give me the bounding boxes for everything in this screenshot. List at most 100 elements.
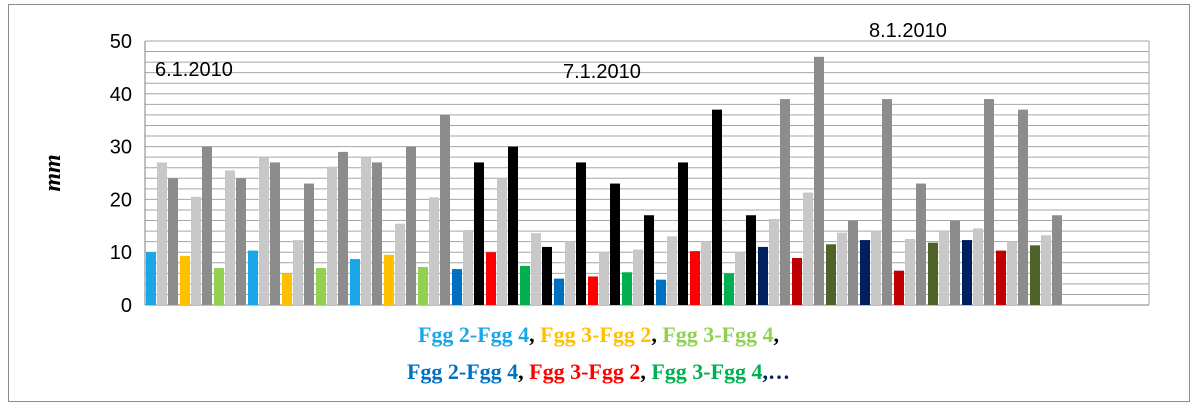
bar — [486, 252, 496, 305]
legend-entry: Fgg 3-Fgg 4 — [662, 322, 774, 347]
bar — [848, 220, 858, 305]
legend-entry: Fgg 2-Fgg 4 — [417, 322, 530, 347]
bar — [814, 56, 824, 306]
bar — [746, 215, 756, 305]
bar — [905, 239, 915, 305]
bar — [214, 268, 224, 305]
legend-separator: , — [529, 322, 541, 347]
bar — [860, 240, 870, 305]
bar — [565, 241, 575, 305]
bar — [678, 162, 688, 305]
bar — [463, 230, 473, 305]
bar — [180, 255, 190, 305]
y-axis-label: mm — [40, 154, 66, 191]
bar — [293, 240, 303, 305]
bar — [1007, 241, 1017, 305]
bar — [622, 272, 632, 305]
bar — [338, 151, 348, 305]
bar — [928, 242, 938, 305]
bar — [837, 232, 847, 305]
bar — [882, 99, 892, 305]
bar — [225, 170, 235, 305]
bars — [146, 56, 1062, 306]
bar — [803, 192, 813, 305]
bar — [372, 162, 382, 305]
bar — [667, 236, 677, 305]
bar — [452, 269, 462, 305]
bar — [950, 220, 960, 305]
legend-line-1: Fgg 2-Fgg 4, Fgg 3-Fgg 2, Fgg 3-Fgg 4, — [0, 322, 1197, 348]
bar — [735, 252, 745, 305]
bar — [508, 146, 518, 305]
bar — [769, 218, 779, 305]
y-tick-label: 10 — [110, 242, 132, 264]
legend-entry: Fgg 3-Fgg 4 — [651, 359, 763, 384]
bar — [780, 99, 790, 305]
bar — [327, 166, 337, 305]
legend-separator: , — [640, 359, 652, 384]
bar — [531, 233, 541, 305]
bar — [350, 259, 360, 305]
chart-frame — [8, 4, 1190, 402]
bar — [259, 157, 269, 305]
bar — [1052, 215, 1062, 305]
bar — [894, 270, 904, 305]
y-tick-label: 20 — [110, 189, 132, 211]
legend-line-2: Fgg 2-Fgg 4, Fgg 3-Fgg 2, Fgg 3-Fgg 4,… — [0, 359, 1197, 385]
bar — [588, 276, 598, 305]
bar — [610, 183, 620, 305]
y-tick-label: 40 — [110, 84, 132, 106]
bar — [395, 223, 405, 305]
bar — [146, 252, 156, 305]
date-annotation: 7.1.2010 — [563, 61, 641, 83]
bar — [520, 265, 530, 305]
date-annotations: 6.1.2010 7.1.2010 8.1.2010 — [155, 20, 947, 83]
bar — [712, 109, 722, 305]
bar — [429, 197, 439, 305]
bar — [497, 178, 507, 305]
bar — [236, 178, 246, 305]
bar — [656, 279, 666, 305]
bar — [1018, 109, 1028, 305]
bar — [282, 273, 292, 305]
legend-separator: , — [651, 322, 663, 347]
bar — [168, 178, 178, 305]
bar — [724, 273, 734, 305]
bar — [384, 254, 394, 305]
date-annotation: 6.1.2010 — [155, 59, 233, 81]
bar — [440, 114, 450, 305]
bar — [644, 215, 654, 305]
legend-separator: ,… — [762, 359, 791, 384]
bar — [690, 251, 700, 305]
legend-entry: Fgg 2-Fgg 4 — [406, 359, 519, 384]
bar — [633, 249, 643, 305]
bar — [984, 99, 994, 305]
bar — [406, 146, 416, 305]
bar — [361, 157, 371, 305]
bar — [270, 162, 280, 305]
y-tick-label: 30 — [110, 137, 132, 159]
bar — [701, 241, 711, 305]
bar — [871, 231, 881, 305]
bar — [939, 231, 949, 305]
date-annotation: 8.1.2010 — [869, 20, 947, 42]
y-tick-label: 0 — [121, 295, 132, 317]
bar — [758, 246, 768, 305]
bar — [1030, 245, 1040, 305]
bar — [576, 162, 586, 305]
bar — [996, 250, 1006, 305]
bar — [542, 246, 552, 305]
bar — [157, 162, 167, 305]
legend-entry: Fgg 3-Fgg 2 — [540, 322, 652, 347]
legend-separator: , — [773, 322, 780, 347]
bar — [316, 268, 326, 305]
bar — [599, 252, 609, 305]
bar — [191, 196, 201, 305]
bar — [792, 258, 802, 305]
bar — [304, 183, 314, 305]
y-tick-labels: 0 10 20 30 40 50 — [110, 31, 132, 317]
bar — [1041, 235, 1051, 305]
bar — [248, 250, 258, 305]
bar — [826, 244, 836, 305]
